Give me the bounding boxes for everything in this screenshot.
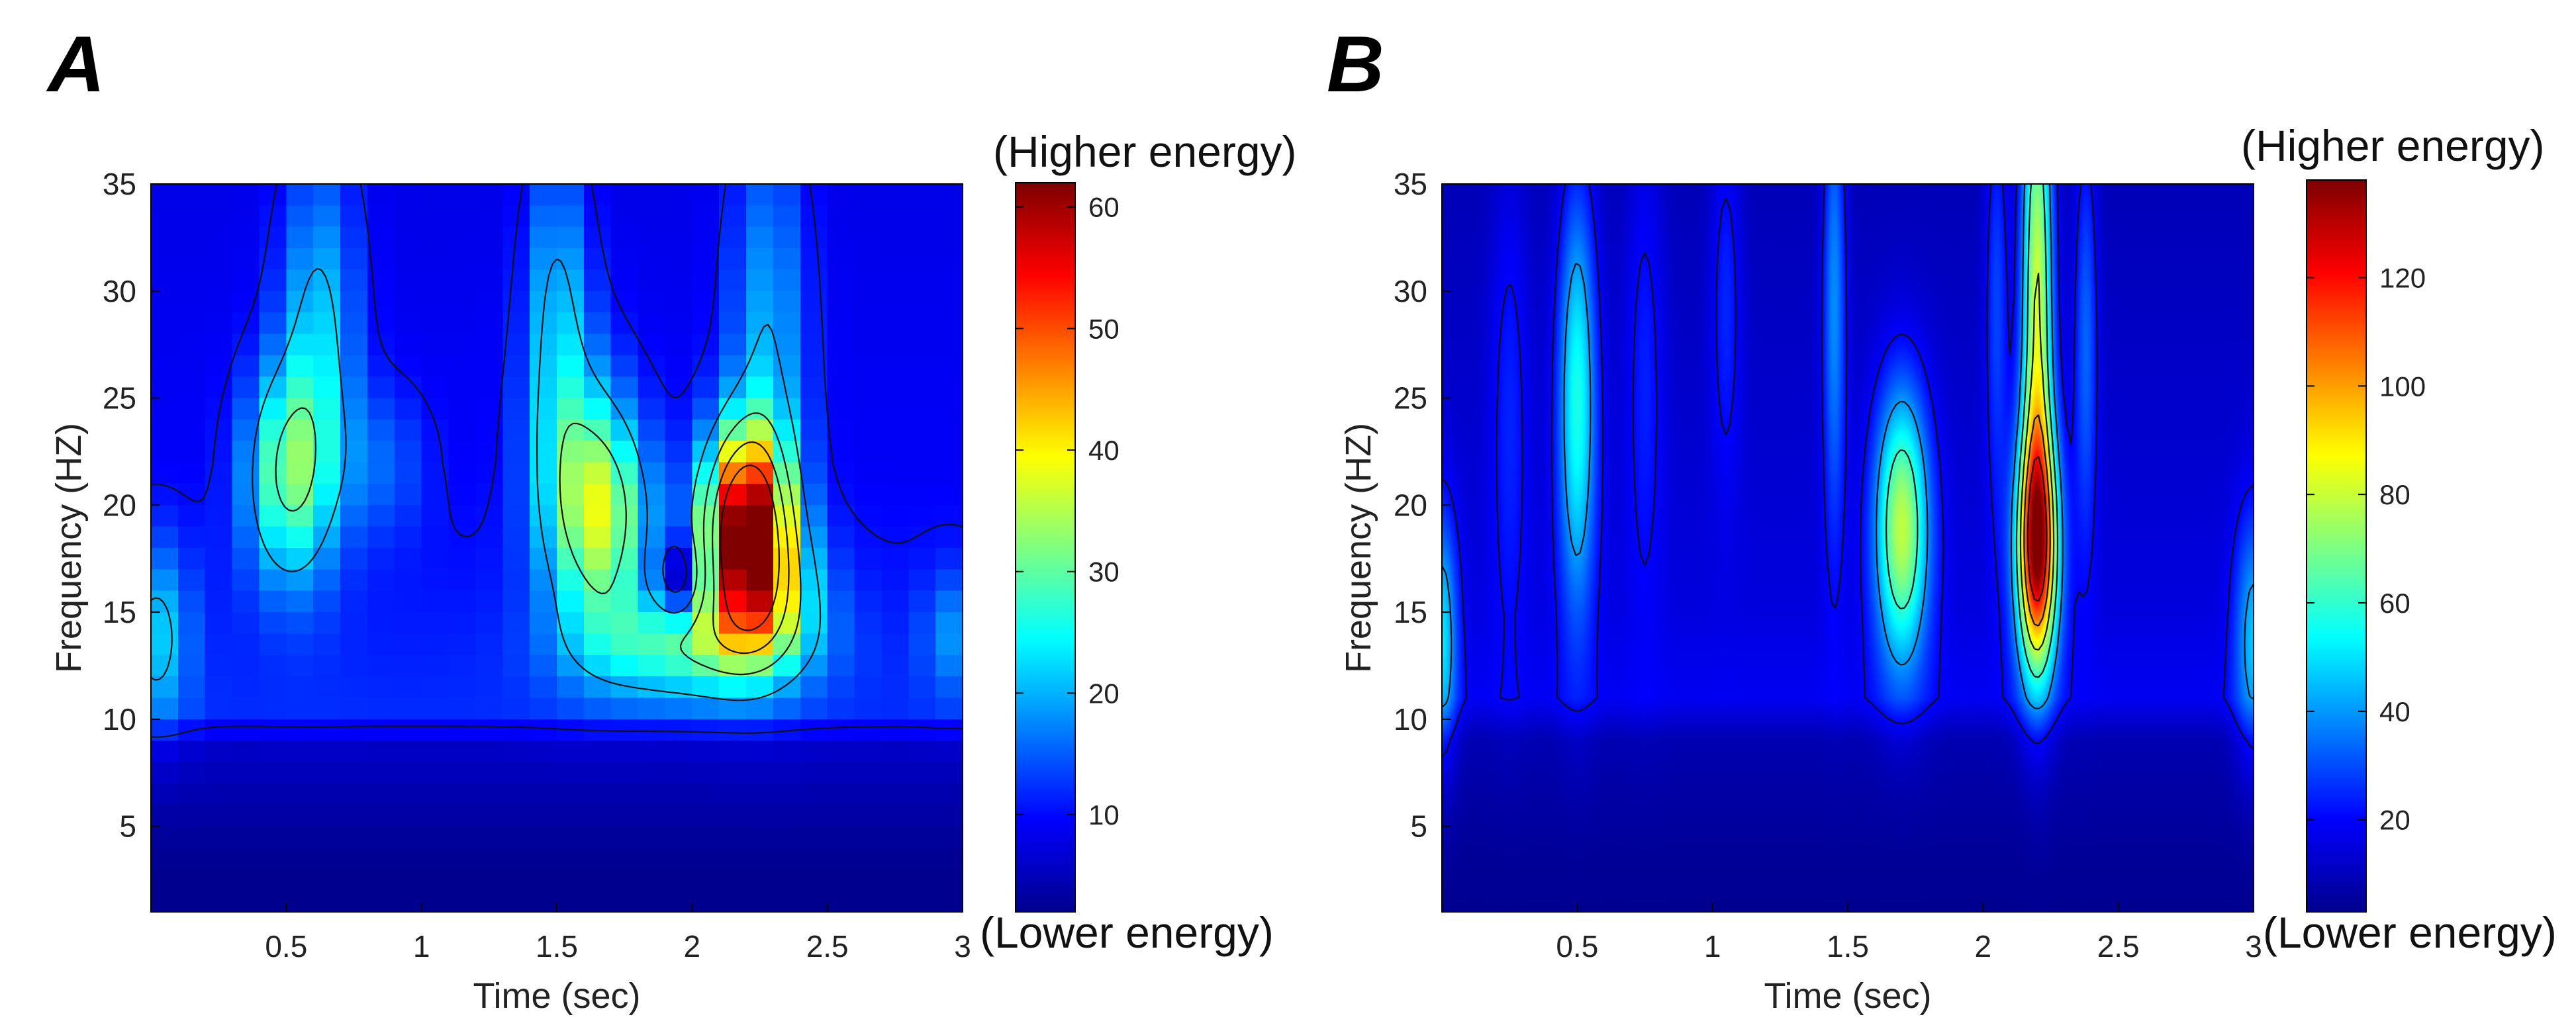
panel-a-y-axis-label: Frequency (HZ) — [49, 423, 89, 673]
panel-a-colorbar-tick-label: 20 — [1088, 678, 1120, 709]
panel-a-y-tick-label: 25 — [103, 381, 136, 416]
panel-a-colorbar-top-label: (Higher energy) — [993, 127, 1297, 176]
panel-b-colorbar-top-label: (Higher energy) — [2241, 121, 2545, 170]
panel-a-x-tick-label: 2 — [684, 929, 701, 964]
panel-b-colorbar-tick-label: 40 — [2379, 696, 2410, 727]
panel-b-x-tick-label: 1.5 — [1827, 929, 1869, 964]
panel-a-colorbar-tick-label: 10 — [1088, 799, 1120, 831]
panel-b-colorbar-frame — [2306, 179, 2367, 913]
panel-b-colorbar-tick-label: 60 — [2379, 588, 2410, 619]
panel-b-x-tick-label: 2 — [1975, 929, 1992, 964]
panel-b-y-tick-label: 5 — [1410, 809, 1427, 844]
panel-b-colorbar-ticks: 20 40 60 80 100 120 — [2307, 262, 2426, 836]
panel-a-contour-line — [712, 441, 790, 654]
panel-b-colorbar-tick-label: 20 — [2379, 805, 2410, 836]
panel-a-y-tick-label: 15 — [103, 595, 136, 629]
panel-b-y-tick-label: 35 — [1394, 167, 1427, 201]
panel-a-contour-line — [720, 465, 780, 631]
panel-a-colorbar-ticks: 10 20 30 40 50 60 — [1016, 192, 1120, 831]
panel-b-colorbar-tick-label: 80 — [2379, 479, 2410, 510]
panel-b-x-tick-label: 1 — [1704, 929, 1721, 964]
panel-b-y-tick-label: 15 — [1394, 595, 1427, 629]
panel-b-y-axis-label: Frequency (HZ) — [1339, 423, 1378, 673]
panel-b-colorbar — [2307, 180, 2366, 912]
panel-a-y-tick-label: 20 — [103, 488, 136, 522]
panel-b-heatmap — [1442, 184, 2254, 912]
panel-a-y-tick-label: 30 — [103, 274, 136, 308]
panel-a-colorbar-bottom-label: (Lower energy) — [980, 908, 1274, 957]
panel-a-contour-line — [151, 258, 822, 701]
panel-b-y-tick-label: 30 — [1394, 274, 1427, 308]
panel-a-y-tick-label: 35 — [103, 167, 136, 201]
panel-a-colorbar — [1016, 183, 1075, 912]
panel-a-contour-line — [151, 184, 963, 738]
panel-b-x-tick-label: 2.5 — [2097, 929, 2140, 964]
panel-a-x-tick-label: 1.5 — [536, 929, 578, 964]
panel-b-y-tick-label: 20 — [1394, 488, 1427, 522]
panel-b-letter: B — [1327, 20, 1384, 109]
panel-a-contours — [151, 184, 963, 738]
panel-a-heatmap — [151, 184, 963, 912]
panel-a-contour-line — [275, 407, 802, 676]
panel-a-x-tick-label: 2.5 — [806, 929, 849, 964]
panel-a-x-tick-label: 1 — [413, 929, 430, 964]
panel-b-y-tick-label: 25 — [1394, 381, 1427, 416]
panel-b-colorbar-tick-label: 120 — [2379, 262, 2426, 293]
panel-b-contours — [1442, 184, 2254, 757]
panel-b-contour-line — [1442, 184, 2254, 710]
panel-a-colorbar-tick-label: 50 — [1088, 313, 1120, 344]
panel-a-x-tick-label: 3 — [954, 929, 971, 964]
panel-b-colorbar-bottom-label: (Lower energy) — [2263, 908, 2557, 957]
panel-a-colorbar-tick-label: 30 — [1088, 557, 1120, 588]
panel-b-x-tick-label: 3 — [2245, 929, 2262, 964]
panel-a-colorbar-tick-label: 40 — [1088, 435, 1120, 466]
panel-b-contour-line — [2019, 273, 2055, 651]
panel-b-x-tick-label: 0.5 — [1556, 929, 1598, 964]
panel-a-x-axis-label: Time (sec) — [473, 976, 641, 1016]
panel-a-letter: A — [46, 20, 105, 109]
panel-a-x-tick-label: 0.5 — [265, 929, 307, 964]
panel-b-contour-line — [1885, 184, 2059, 678]
panel-b-contour-line — [2027, 456, 2048, 602]
panel-a-y-tick-label: 5 — [119, 809, 136, 844]
panel-b-contour-line — [2023, 414, 2051, 627]
panel-a-colorbar-tick-label: 60 — [1088, 192, 1120, 223]
panel-b-x-axis-label: Time (sec) — [1764, 976, 1932, 1016]
panel-a-y-tick-label: 10 — [103, 702, 136, 737]
panel-b-colorbar-tick-label: 100 — [2379, 371, 2426, 402]
panel-a-colorbar-frame — [1015, 182, 1076, 913]
panel-b-y-tick-label: 10 — [1394, 702, 1427, 737]
